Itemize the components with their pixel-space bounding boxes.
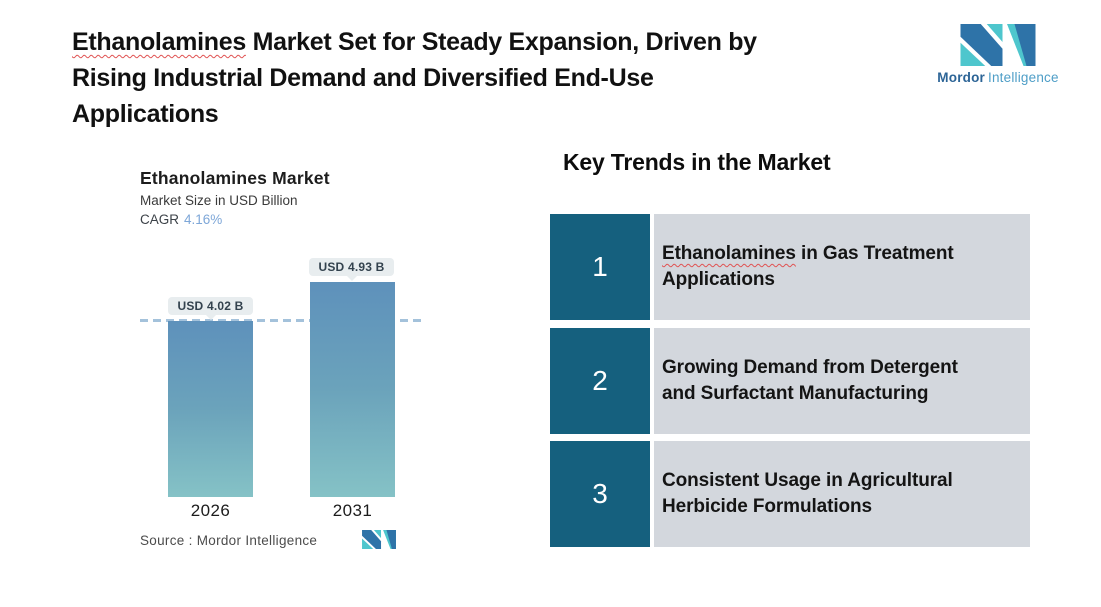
bar-2031 (310, 282, 395, 497)
misspelled-word: Ethanolamines (662, 243, 796, 264)
trend-text-1: Ethanolamines in Gas Treatment Applicati… (662, 243, 954, 290)
trend-row-1: 1 Ethanolamines in Gas Treatment Applica… (550, 214, 1030, 320)
trend-number-1: 1 (550, 214, 650, 320)
x-axis-label-2031: 2031 (332, 501, 373, 520)
trend-number-3: 3 (550, 441, 650, 547)
page-title-line2: Rising Industrial Demand and Diversified… (72, 64, 654, 92)
trend-body-1: Ethanolamines in Gas Treatment Applicati… (654, 214, 1030, 320)
brand-wordmark: Mordor Intelligence (933, 70, 1063, 85)
source-attribution: Source : Mordor Intelligence (140, 533, 318, 548)
page-title-line1: Ethanolamines Market Set for Steady Expa… (72, 28, 757, 56)
trend-row-2: 2 Growing Demand from Detergent and Surf… (550, 328, 1030, 434)
mordor-logo-icon (960, 24, 1036, 66)
brand-name-bold: Mordor (937, 70, 985, 85)
chart-cagr: CAGR 4.16% (140, 212, 222, 227)
trend-body-2: Growing Demand from Detergent and Surfac… (654, 328, 1030, 434)
key-trends-heading: Key Trends in the Market (563, 149, 831, 175)
brand-name-light: Intelligence (988, 70, 1059, 85)
page-title: Ethanolamines Market Set for Steady Expa… (72, 24, 912, 132)
cagr-label: CAGR (140, 212, 180, 227)
chart-subtitle: Market Size in USD Billion (140, 193, 298, 208)
trend-row-3: 3 Consistent Usage in Agricultural Herbi… (550, 441, 1030, 547)
mini-logo-icon (362, 530, 396, 549)
trend-text-2: Growing Demand from Detergent and Surfac… (662, 357, 958, 404)
reference-dashed-line (140, 319, 425, 322)
x-axis-label-2026: 2026 (190, 501, 231, 520)
chart-title: Ethanolamines Market (140, 168, 330, 188)
bar-2026 (168, 321, 253, 497)
trend-number-2: 2 (550, 328, 650, 434)
trend-body-3: Consistent Usage in Agricultural Herbici… (654, 441, 1030, 547)
bar-value-label-2026: USD 4.02 B (168, 297, 253, 315)
mordor-intelligence-logo: Mordor Intelligence (933, 24, 1063, 85)
bar-value-label-2031: USD 4.93 B (309, 258, 394, 276)
cagr-value: 4.16% (184, 212, 223, 227)
misspelled-word: Ethanolamines (72, 28, 246, 56)
page-title-line3: Applications (72, 100, 219, 128)
trend-text-3: Consistent Usage in Agricultural Herbici… (662, 470, 953, 517)
